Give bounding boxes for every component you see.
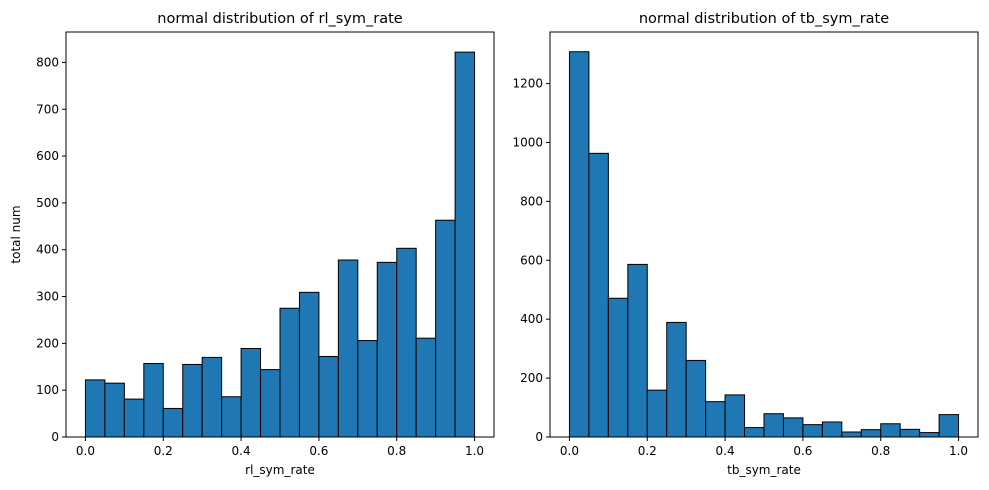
x-tick-label: 0.2 <box>638 444 657 458</box>
x-tick-label: 0.6 <box>309 444 328 458</box>
x-tick-label: 0.4 <box>716 444 735 458</box>
x-axis-label: tb_sym_rate <box>727 463 801 477</box>
bar <box>260 369 281 438</box>
bar <box>588 152 609 438</box>
bar <box>919 432 940 438</box>
bar <box>240 348 262 438</box>
bar <box>646 389 668 438</box>
y-tick-label: 200 <box>520 371 543 385</box>
bar <box>782 417 804 438</box>
bar <box>666 321 687 438</box>
bar <box>201 356 223 438</box>
bar <box>685 359 707 438</box>
bar <box>143 362 164 438</box>
axes-frame <box>549 31 979 438</box>
bar <box>763 413 784 438</box>
bar <box>279 307 300 438</box>
bar <box>938 414 960 438</box>
x-tick-label: 0.4 <box>232 444 251 458</box>
bar <box>435 219 456 438</box>
bar <box>162 407 184 438</box>
bar <box>607 297 629 438</box>
y-tick-label: 800 <box>36 55 59 69</box>
bar <box>298 291 320 438</box>
x-tick-label: 0.8 <box>871 444 890 458</box>
x-tick-label: 0.2 <box>154 444 173 458</box>
x-tick-label: 1.0 <box>949 444 968 458</box>
bar <box>221 396 242 438</box>
y-tick-label: 0 <box>535 430 543 444</box>
bar <box>396 247 417 438</box>
bar <box>744 427 765 438</box>
bar <box>415 337 437 438</box>
bar <box>860 429 882 438</box>
x-tick-label: 0.8 <box>387 444 406 458</box>
y-tick-label: 600 <box>520 253 543 267</box>
y-tick-label: 800 <box>520 194 543 208</box>
y-tick-label: 700 <box>36 102 59 116</box>
bar <box>337 259 359 438</box>
bar <box>376 261 398 438</box>
x-axis-label: rl_sym_rate <box>245 463 315 477</box>
x-tick-label: 0.0 <box>560 444 579 458</box>
bar <box>182 363 203 438</box>
y-axis-label: total num <box>9 205 23 263</box>
bar <box>880 423 901 438</box>
bar <box>821 421 843 438</box>
bar <box>724 394 746 438</box>
bar <box>627 263 648 438</box>
bar <box>123 398 145 438</box>
y-tick-label: 400 <box>520 312 543 326</box>
bar <box>84 379 106 438</box>
bar <box>841 431 862 438</box>
bar <box>899 428 921 438</box>
y-tick-label: 300 <box>36 290 59 304</box>
y-tick-label: 600 <box>36 149 59 163</box>
bar <box>357 340 378 438</box>
x-tick-label: 0.0 <box>76 444 95 458</box>
y-tick-label: 400 <box>36 243 59 257</box>
chart-rl-sym-rate: 0.0 0.2 0.4 0.6 0.8 1.0 0 100 200 300 400 500 600 700… <box>9 11 495 477</box>
bar <box>568 51 590 438</box>
chart-title: normal distribution of tb_sym_rate <box>639 11 889 27</box>
x-tick-label: 1.0 <box>465 444 484 458</box>
chart-tb-sym-rate: 0.0 0.2 0.4 0.6 0.8 1.0 0 200 400 600 800 1000 1200 n… <box>512 11 979 477</box>
bar <box>705 401 726 438</box>
y-tick-label: 1000 <box>512 135 543 149</box>
y-tick-label: 500 <box>36 196 59 210</box>
bar <box>318 355 339 438</box>
bar <box>802 424 823 438</box>
chart-title: normal distribution of rl_sym_rate <box>157 11 403 27</box>
bar <box>104 382 125 438</box>
y-tick-label: 200 <box>36 336 59 350</box>
y-tick-label: 0 <box>51 430 59 444</box>
axes-frame <box>65 31 495 438</box>
x-tick-label: 0.6 <box>793 444 812 458</box>
y-tick-label: 1200 <box>512 77 543 91</box>
y-tick-label: 100 <box>36 383 59 397</box>
bar <box>454 51 476 438</box>
